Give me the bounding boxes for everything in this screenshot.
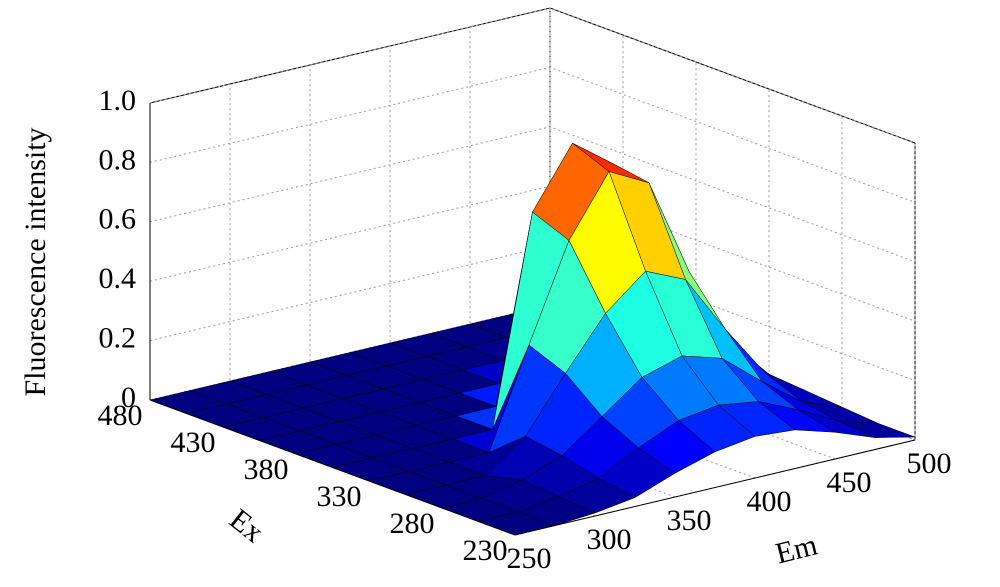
x-tick-label: 250 [507,542,552,575]
y-tick-label: 330 [317,480,362,513]
y-tick-label: 280 [390,507,435,540]
y-axis [149,399,516,536]
x-tick-label: 350 [667,504,712,537]
grid-line [149,66,916,203]
y-tick-label: 430 [171,426,216,459]
x-axis [514,439,916,536]
z-axis-label: Fluorescence intensity [19,127,52,396]
y-axis-label: Ex [223,503,270,550]
surface [149,142,916,536]
y-tick-label: 230 [463,534,508,567]
grid-line [149,7,916,144]
x-tick-label: 400 [747,485,792,518]
y-tick-label: 380 [244,453,289,486]
x-tick-label: 450 [827,466,872,499]
z-tick-label: 0.8 [99,143,137,176]
grid-line [149,126,916,263]
x-axis-label: Em [772,528,820,570]
x-tick-label: 500 [907,447,952,480]
z-tick-label: 0.2 [99,321,137,354]
box-edge [149,7,916,144]
z-tick-label: 0 [121,381,136,414]
z-tick-label: 0.6 [99,203,137,236]
x-tick-label: 300 [587,523,632,556]
y-tick-label: 480 [98,399,143,432]
z-tick-label: 1.0 [99,84,137,117]
z-tick-label: 0.4 [99,262,137,295]
